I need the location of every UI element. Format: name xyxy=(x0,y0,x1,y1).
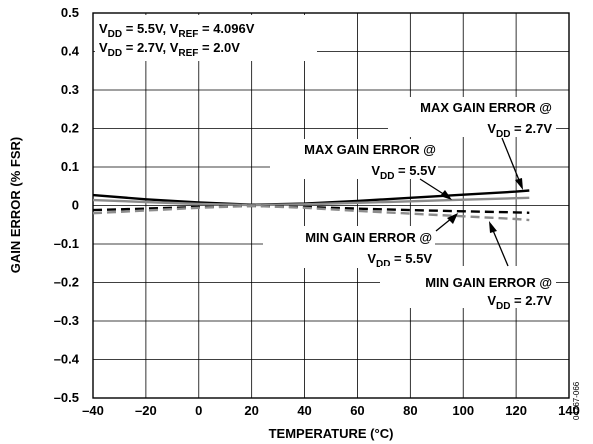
series-min-5v5 xyxy=(92,204,530,214)
annotation-min-2v7-line1: MIN GAIN ERROR @ xyxy=(425,275,552,290)
y-tick-label: 0.3 xyxy=(61,82,79,97)
x-tick-label: 0 xyxy=(195,403,202,418)
annotation-max-2v7-line1: MAX GAIN ERROR @ xyxy=(420,100,552,115)
plot-frame xyxy=(92,12,570,399)
legend-line-1: VDD = 5.5V, VREF = 4.096V xyxy=(99,21,255,40)
y-tick-label: –0.1 xyxy=(54,236,79,251)
arrow-max-5v5 xyxy=(419,178,446,196)
annotation-min-2v7-line2: VDD = 2.7V xyxy=(487,293,552,312)
x-tick-label: 40 xyxy=(297,403,311,418)
x-tick-label: 100 xyxy=(452,403,474,418)
annotation-bg-max-2v7 xyxy=(388,97,556,137)
arrow-max-2v7 xyxy=(501,137,522,186)
annotation-max-5v5-line2: VDD = 5.5V xyxy=(371,163,436,182)
y-tick-label: 0.5 xyxy=(61,5,79,20)
figure-id-text: 04767-066 xyxy=(572,381,581,420)
x-tick-label: 140 xyxy=(558,403,580,418)
x-tick-label: –20 xyxy=(135,403,157,418)
y-tick-label: –0.2 xyxy=(54,275,79,290)
series-max-2v7 xyxy=(92,189,530,206)
arrowhead-max-2v7 xyxy=(515,178,523,190)
grid xyxy=(93,13,569,398)
y-tick-label: –0.3 xyxy=(54,313,79,328)
arrowhead-min-2v7 xyxy=(489,221,497,233)
x-tick-label: 20 xyxy=(244,403,258,418)
series-max-5v5 xyxy=(92,196,530,207)
y-tick-labels: 0.5 0.4 0.3 0.2 0.1 0 –0.1 –0.2 –0.3 –0.4 –0.5 xyxy=(54,5,80,405)
annotation-min-5v5-line1: MIN GAIN ERROR @ xyxy=(305,230,432,245)
y-tick-label: 0 xyxy=(72,198,79,213)
annotation-min-5v5-line2: VDD = 5.5V xyxy=(367,251,432,270)
annotation-max-5v5-line1: MAX GAIN ERROR @ xyxy=(304,142,436,157)
y-tick-label: 0.2 xyxy=(61,121,79,136)
legend-box xyxy=(95,15,317,61)
y-tick-label: 0.1 xyxy=(61,159,79,174)
y-axis-title: GAIN ERROR (% FSR) xyxy=(8,137,23,274)
series-lines xyxy=(92,189,530,222)
x-tick-label: –40 xyxy=(82,403,104,418)
figure-id: 04767-066 xyxy=(572,381,581,420)
annotation-bg-max-5v5 xyxy=(270,139,438,179)
legend-line-2: VDD = 2.7V, VREF = 2.0V xyxy=(99,40,240,59)
x-tick-label: 60 xyxy=(350,403,364,418)
arrowhead-max-5v5 xyxy=(440,190,452,200)
x-axis-title: TEMPERATURE (°C) xyxy=(269,426,394,441)
series-min-2v7 xyxy=(92,204,530,222)
x-tick-labels: –40 –20 0 20 40 60 80 100 120 140 xyxy=(82,403,580,418)
x-tick-label: 120 xyxy=(505,403,527,418)
arrowhead-min-5v5 xyxy=(447,213,458,224)
y-tick-label: –0.4 xyxy=(54,352,80,367)
x-tick-label: 80 xyxy=(403,403,417,418)
annotation-bg-min-2v7 xyxy=(380,266,556,308)
annotation-bg-min-5v5 xyxy=(263,226,435,268)
arrow-min-2v7 xyxy=(491,227,509,267)
y-tick-label: –0.5 xyxy=(54,390,79,405)
y-tick-label: 0.4 xyxy=(61,44,80,59)
annotation-max-2v7-line2: VDD = 2.7V xyxy=(487,121,552,140)
